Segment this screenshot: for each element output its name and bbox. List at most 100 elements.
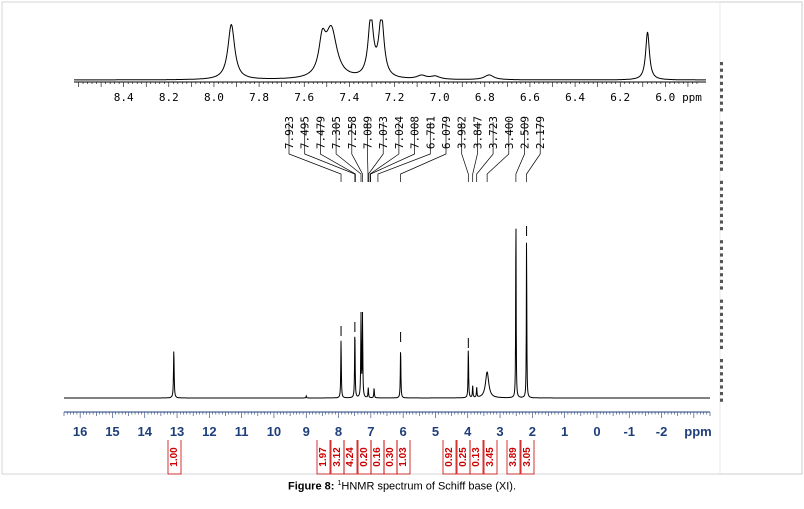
integration-value: 0.25	[458, 447, 469, 467]
full-tick-label: -1	[623, 424, 635, 439]
parameter-glyph	[720, 359, 723, 362]
parameter-glyph	[720, 207, 723, 210]
full-tick-label: 6	[400, 424, 407, 439]
expanded-tick-label: 8.4	[114, 91, 134, 104]
parameter-glyph	[720, 247, 723, 250]
parameter-glyph	[720, 62, 723, 65]
parameter-glyph	[720, 214, 723, 217]
full-tick-label: 2	[529, 424, 536, 439]
peak-label: 2.179	[534, 116, 547, 149]
full-tick-label: 14	[138, 424, 153, 439]
parameter-glyph	[720, 366, 723, 369]
parameter-glyph	[720, 75, 723, 78]
full-tick-label: 4	[464, 424, 472, 439]
peak-label: 7.923	[283, 116, 296, 149]
full-trace	[64, 229, 710, 398]
peak-label: 7.258	[346, 116, 359, 149]
parameter-glyph	[720, 141, 723, 144]
figure-caption: Figure 8: 1HNMR spectrum of Schiff base …	[0, 480, 804, 493]
peak-label: 6.079	[440, 116, 453, 149]
full-tick-label: 13	[170, 424, 184, 439]
integration-value: 0.30	[385, 447, 396, 467]
parameter-glyph	[720, 128, 723, 131]
peak-label: 3.847	[471, 116, 484, 149]
parameter-glyph	[720, 148, 723, 151]
expanded-tick-label: 8.0	[204, 91, 224, 104]
expanded-axis-unit: ppm	[682, 91, 702, 104]
parameter-glyph	[720, 240, 723, 243]
parameter-glyph	[720, 326, 723, 329]
parameter-glyph	[720, 319, 723, 322]
parameter-glyph	[720, 300, 723, 303]
figure-border	[2, 2, 720, 474]
parameter-glyph	[720, 161, 723, 164]
peak-label: 3.400	[503, 116, 516, 149]
peak-label: 7.073	[377, 116, 390, 149]
parameter-glyph	[720, 220, 723, 223]
parameter-glyph	[720, 392, 723, 395]
expanded-trace	[74, 20, 706, 80]
parameter-glyph	[720, 385, 723, 388]
parameter-glyph	[720, 313, 723, 316]
integration-value: 0.16	[372, 447, 383, 467]
parameter-glyph	[720, 260, 723, 263]
caption-text: HNMR spectrum of Schiff base (XI).	[341, 481, 516, 493]
parameter-glyph	[720, 267, 723, 270]
parameter-glyph	[720, 280, 723, 283]
parameter-glyph	[720, 399, 723, 402]
parameter-glyph	[720, 253, 723, 256]
outer-frame	[2, 2, 802, 474]
peak-label: 7.024	[393, 116, 406, 149]
parameter-glyph	[720, 273, 723, 276]
integration-value: 3.05	[522, 447, 533, 467]
integration-value: 0.13	[471, 447, 482, 467]
integration-value: 0.20	[359, 447, 370, 467]
full-tick-label: 8	[335, 424, 342, 439]
expanded-tick-label: 6.8	[475, 91, 495, 104]
parameter-glyph	[720, 154, 723, 157]
parameter-glyph	[720, 88, 723, 91]
parameter-glyph	[720, 339, 723, 342]
full-tick-label: 0	[593, 424, 600, 439]
parameter-glyph	[720, 194, 723, 197]
parameter-glyph	[720, 135, 723, 138]
full-tick-label: 3	[496, 424, 503, 439]
full-tick-label: 12	[202, 424, 216, 439]
integration-value: 1.00	[169, 447, 180, 467]
peak-label: 7.479	[314, 116, 327, 149]
expanded-tick-label: 6.0	[655, 91, 675, 104]
full-axis-unit: ppm	[684, 424, 711, 439]
full-tick-label: 1	[561, 424, 568, 439]
parameter-glyph	[720, 201, 723, 204]
parameter-glyph	[720, 227, 723, 230]
integration-value: 3.89	[508, 447, 519, 467]
parameter-glyph	[720, 108, 723, 111]
expanded-tick-label: 7.2	[385, 91, 405, 104]
integration-value: 4.24	[345, 447, 356, 467]
peak-label: 7.495	[299, 116, 312, 149]
peak-label: 7.089	[362, 116, 375, 149]
integration-value: 1.03	[398, 447, 409, 467]
caption-label: Figure 8:	[288, 481, 334, 493]
expanded-tick-label: 7.6	[294, 91, 314, 104]
parameter-glyph	[720, 286, 723, 289]
peak-label: 3.723	[487, 116, 500, 149]
parameter-glyph	[720, 69, 723, 72]
peak-label: 2.509	[519, 116, 532, 149]
integration-value: 3.12	[332, 447, 343, 467]
parameter-glyph	[720, 372, 723, 375]
parameter-glyph	[720, 346, 723, 349]
peak-label: 6.781	[424, 116, 437, 149]
expanded-tick-label: 6.2	[610, 91, 630, 104]
expanded-tick-label: 6.4	[565, 91, 585, 104]
integration-value: 1.97	[318, 447, 329, 467]
parameter-glyph	[720, 187, 723, 190]
peak-label: 7.305	[330, 116, 343, 149]
peak-label: 3.982	[456, 116, 469, 149]
